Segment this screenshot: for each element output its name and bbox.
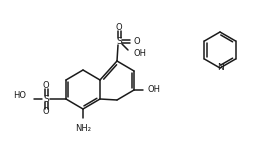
- Text: O: O: [43, 107, 49, 116]
- Text: OH: OH: [147, 85, 160, 94]
- Text: O: O: [116, 24, 122, 33]
- Text: HO: HO: [13, 91, 26, 100]
- Text: NH₂: NH₂: [75, 124, 91, 133]
- Text: S: S: [116, 36, 122, 46]
- Text: O: O: [134, 36, 141, 46]
- Text: S: S: [43, 94, 49, 103]
- Text: OH: OH: [133, 49, 146, 58]
- Text: N: N: [217, 64, 223, 73]
- Text: O: O: [43, 82, 49, 91]
